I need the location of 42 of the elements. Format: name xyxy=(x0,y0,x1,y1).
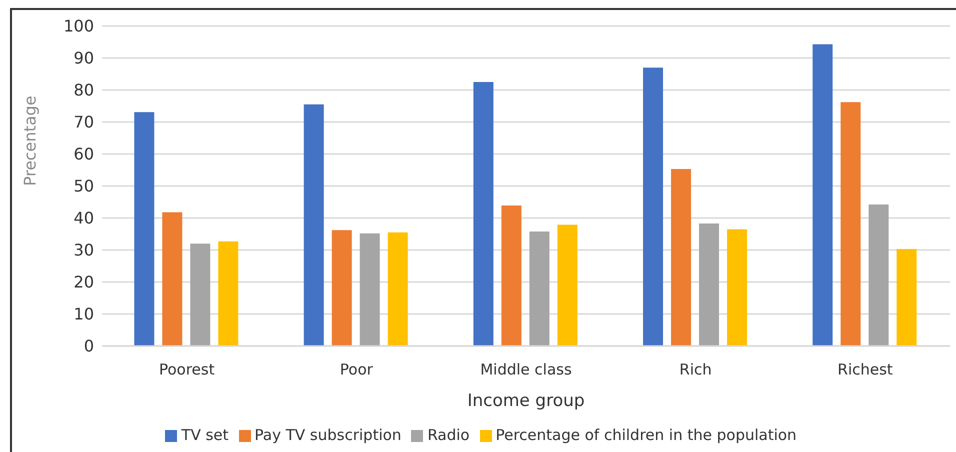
legend-label: TV set xyxy=(181,426,229,444)
y-tick-label: 50 xyxy=(74,176,94,196)
legend-label: Pay TV subscription xyxy=(254,426,402,444)
legend-label: Radio xyxy=(427,426,470,444)
y-tick-label: 90 xyxy=(74,48,94,68)
y-tick-label: 60 xyxy=(74,144,94,164)
bar xyxy=(840,102,861,346)
bar xyxy=(727,229,748,346)
bar xyxy=(304,104,324,346)
x-tick-label: Richest xyxy=(838,360,893,379)
bar xyxy=(134,112,154,346)
y-tick-label: 100 xyxy=(63,16,94,36)
bar xyxy=(190,244,210,346)
y-tick-label: 20 xyxy=(74,272,94,292)
bar xyxy=(896,249,917,346)
bar xyxy=(473,82,494,346)
bar xyxy=(671,169,692,346)
bar xyxy=(360,233,380,346)
y-tick-label: 0 xyxy=(84,336,94,356)
y-tick-label: 10 xyxy=(74,304,94,324)
bar xyxy=(388,232,408,346)
legend-label: Percentage of children in the population xyxy=(496,426,797,444)
bar xyxy=(501,206,522,346)
bar xyxy=(218,241,238,346)
bar xyxy=(557,224,578,346)
bar xyxy=(332,230,352,346)
bar xyxy=(529,231,550,346)
x-tick-label: Poor xyxy=(340,360,374,379)
y-axis-title: Precentage xyxy=(20,96,40,186)
x-axis-title: Income group xyxy=(467,391,585,411)
y-tick-label: 80 xyxy=(74,80,94,100)
x-tick-label: Middle class xyxy=(480,360,572,379)
y-tick-label: 30 xyxy=(74,240,94,260)
y-tick-label: 70 xyxy=(74,112,94,132)
bar xyxy=(643,68,664,346)
bar xyxy=(868,204,889,346)
bar xyxy=(162,212,182,346)
bar xyxy=(812,44,833,346)
y-tick-label: 40 xyxy=(74,208,94,228)
x-tick-label: Poorest xyxy=(158,360,215,379)
bar xyxy=(699,223,720,346)
x-tick-label: Rich xyxy=(679,360,712,379)
